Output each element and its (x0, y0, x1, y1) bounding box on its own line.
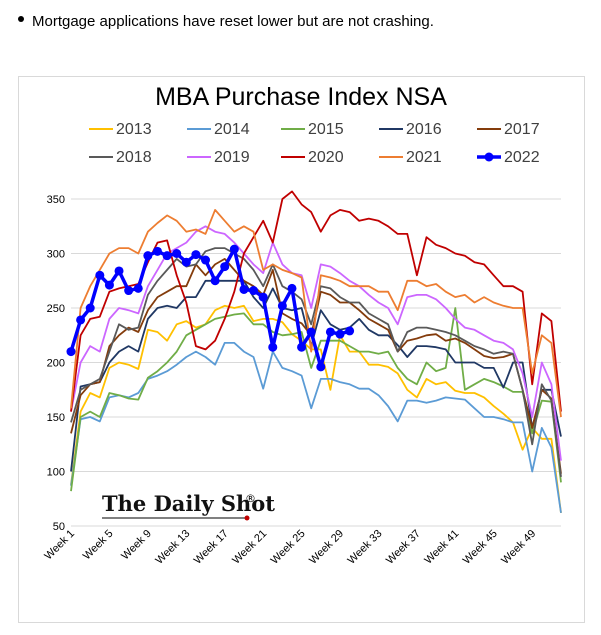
legend-label: 2017 (504, 121, 540, 138)
data-point-2022 (306, 327, 316, 337)
data-point-2022 (172, 249, 182, 258)
x-tick-label: Week 25 (269, 528, 308, 567)
data-point-2022 (152, 246, 162, 256)
data-point-2022 (114, 266, 124, 276)
legend-item-2021: 2021 (379, 149, 442, 166)
bullet-icon (18, 15, 24, 22)
note-line: Mortgage applications have reset lower b… (18, 13, 434, 30)
data-point-2022 (258, 292, 268, 302)
data-point-2022 (162, 251, 172, 261)
legend-label: 2019 (214, 149, 250, 166)
x-tick-label: Week 41 (422, 528, 461, 567)
gridlines (71, 198, 561, 527)
series-line-2019 (70, 225, 562, 461)
series-line-2017 (70, 257, 562, 474)
data-point-2022 (335, 329, 345, 339)
x-tick-label: Week 37 (384, 528, 423, 567)
x-tick-label: Week 29 (307, 528, 346, 567)
legend-marker (484, 152, 494, 162)
data-point-2022 (268, 342, 278, 352)
legend-item-2015: 2015 (281, 121, 344, 138)
note-text: Mortgage applications have reset lower b… (32, 13, 434, 30)
data-point-2022 (66, 347, 76, 357)
series-line-2018 (70, 247, 562, 478)
data-point-2022 (143, 251, 153, 261)
series-line-2020 (70, 190, 562, 412)
y-tick-label: 50 (53, 521, 65, 533)
data-point-2022 (316, 362, 326, 372)
chart-title: MBA Purchase Index NSA (155, 83, 447, 111)
legend-item-2014: 2014 (187, 121, 250, 138)
legend-item-2016: 2016 (379, 121, 442, 138)
y-tick-label: 350 (47, 194, 65, 206)
data-point-2022 (345, 326, 355, 336)
brand-dot (244, 515, 250, 521)
data-point-2022 (249, 286, 259, 296)
brand-mark: ® (245, 492, 256, 505)
data-point-2022 (325, 327, 335, 337)
data-point-2022 (220, 262, 230, 272)
data-point-2022 (76, 315, 86, 325)
data-point-2022 (287, 283, 297, 293)
x-tick-label: Week 13 (153, 528, 192, 567)
data-point-2022 (210, 276, 220, 286)
legend-label: 2021 (406, 149, 442, 166)
legend: 2013 2014 2015 2016 2017 2018 2019 2020 2021 2022 (89, 121, 540, 166)
legend-item-2020: 2020 (281, 149, 344, 166)
series-line-2014 (70, 341, 562, 514)
data-point-2022 (191, 250, 201, 260)
y-tick-label: 200 (47, 358, 65, 370)
x-tick-label: Week 17 (192, 528, 231, 567)
series-line-2016 (70, 279, 562, 472)
x-tick-label: Week 33 (346, 528, 385, 567)
data-point-2022 (124, 286, 134, 296)
legend-label: 2022 (504, 149, 540, 166)
y-tick-label: 300 (47, 249, 65, 261)
data-point-2022 (133, 283, 143, 293)
legend-label: 2014 (214, 121, 250, 138)
data-point-2022 (95, 270, 105, 280)
legend-label: 2020 (308, 149, 344, 166)
legend-label: 2015 (308, 121, 344, 138)
x-tick-label: Week 5 (81, 528, 116, 563)
x-tick-label: Week 45 (461, 528, 500, 567)
y-tick-label: 250 (47, 303, 65, 315)
chart-frame: 50 100 150 200 250 300 350 Week 1 Week 5 Week 9 We… (18, 76, 585, 623)
legend-item-2013: 2013 (89, 121, 152, 138)
series-lines (66, 190, 562, 514)
legend-item-2022: 2022 (477, 149, 540, 166)
data-point-2022 (229, 244, 239, 254)
data-point-2022 (104, 280, 114, 290)
x-tick-label: Week 9 (119, 528, 154, 563)
legend-label: 2018 (116, 149, 152, 166)
legend-item-2019: 2019 (187, 149, 250, 166)
data-point-2022 (181, 257, 191, 267)
data-point-2022 (297, 342, 307, 352)
legend-label: 2013 (116, 121, 152, 138)
y-tick-label: 150 (47, 412, 65, 424)
data-point-2022 (201, 255, 211, 265)
x-tick-label: Week 21 (230, 528, 269, 567)
series-line-2021 (70, 208, 562, 418)
data-point-2022 (239, 284, 249, 294)
data-point-2022 (85, 303, 95, 313)
brand-name: The Daily Shot (102, 491, 275, 516)
legend-label: 2016 (406, 121, 442, 138)
brand-logo: The Daily Shot ® (102, 491, 275, 521)
data-point-2022 (277, 301, 287, 311)
legend-item-2018: 2018 (89, 149, 152, 166)
x-tick-label: Week 49 (499, 528, 538, 567)
legend-item-2017: 2017 (477, 121, 540, 138)
y-tick-label: 100 (47, 467, 65, 479)
